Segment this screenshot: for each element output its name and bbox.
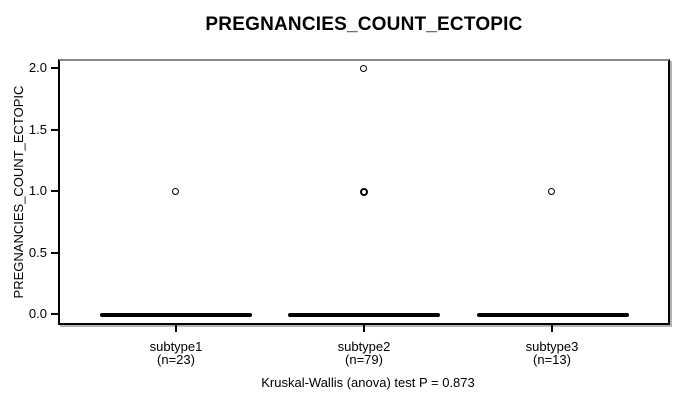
group-name: subtype3 <box>525 339 579 354</box>
outlier-point-subtype2-y2 <box>360 65 367 72</box>
x-tick-mark-subtype3 <box>551 325 553 332</box>
y-tick-label-0.5: 0.5 <box>28 245 47 260</box>
y-tick-label-1.5: 1.5 <box>28 122 47 137</box>
group-n-label: (n=13) <box>533 352 571 367</box>
box-median-bar-subtype2 <box>288 313 440 317</box>
x-tick-mark-subtype2 <box>363 325 365 332</box>
y-tick-mark-2.0 <box>51 67 58 69</box>
y-tick-label-2.0: 2.0 <box>28 60 47 75</box>
outlier-point-subtype1-y1 <box>172 188 179 195</box>
group-name: subtype2 <box>337 339 391 354</box>
group-n-label: (n=79) <box>345 352 383 367</box>
x-tick-mark-subtype1 <box>175 325 177 332</box>
group-name: subtype1 <box>149 339 203 354</box>
y-tick-label-0.0: 0.0 <box>28 306 47 321</box>
outlier-point-subtype3-y1 <box>548 188 555 195</box>
chart-title: PREGNANCIES_COUNT_ECTOPIC <box>205 14 523 35</box>
y-tick-mark-0.5 <box>51 252 58 254</box>
y-tick-mark-0.0 <box>51 313 58 315</box>
y-tick-label-1.0: 1.0 <box>28 183 47 198</box>
outlier-point-subtype2-y1-overplotted <box>360 188 368 196</box>
box-median-bar-subtype3 <box>477 313 629 317</box>
x-axis-group-label-subtype2: subtype2 (n=79) <box>294 340 434 366</box>
box-median-bar-subtype1 <box>100 313 252 317</box>
y-tick-mark-1.0 <box>51 190 58 192</box>
x-axis-group-label-subtype1: subtype1 (n=23) <box>106 340 246 366</box>
group-n-label: (n=23) <box>157 352 195 367</box>
statistical-test-caption: Kruskal-Wallis (anova) test P = 0.873 <box>261 375 475 390</box>
x-axis-group-label-subtype3: subtype3 (n=13) <box>482 340 622 366</box>
y-tick-mark-1.5 <box>51 129 58 131</box>
